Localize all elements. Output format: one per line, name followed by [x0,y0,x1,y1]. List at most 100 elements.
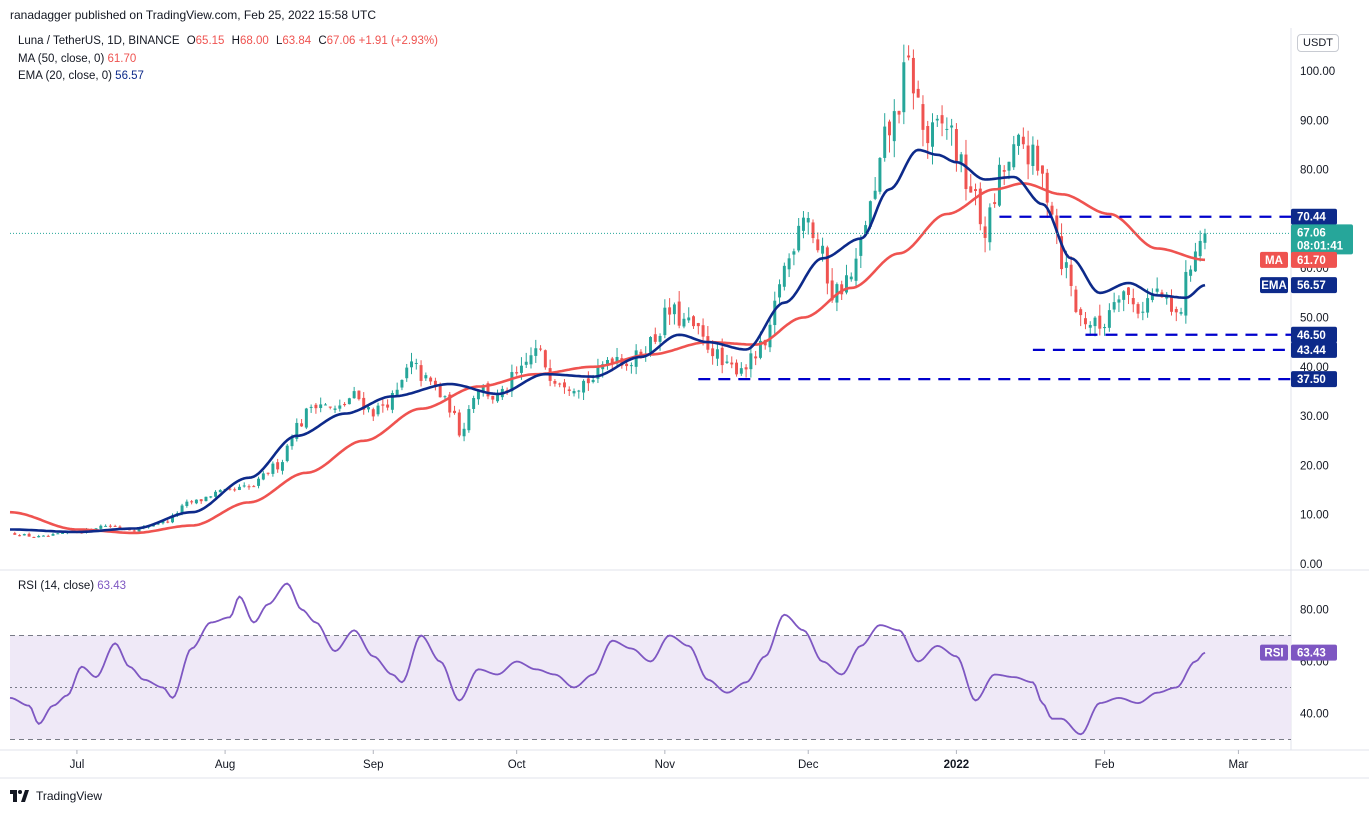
candle-body [821,245,825,254]
candle-body [309,406,313,408]
close-value: 67.06 [326,35,356,47]
level-tag-label: 43.44 [1297,345,1326,357]
ema-legend-label: EMA (20, close, 0) [18,70,112,82]
level-tag [1291,326,1337,343]
ma-legend-value: 61.70 [107,53,137,65]
candle-body [1155,288,1159,292]
candle-body [1017,134,1021,146]
candle [104,524,108,527]
candle [132,529,136,532]
candle-body [381,404,385,406]
candle [811,219,815,244]
candle-body [883,126,887,158]
candle-body [1093,317,1097,327]
candle-body [247,486,251,488]
candle [725,354,729,364]
candle-body [472,397,476,409]
candle [22,533,26,536]
price-tick-label: 40.00 [1300,362,1329,374]
candle-body [892,111,896,142]
candle-body [367,407,370,410]
price-tick-label: 20.00 [1300,460,1329,472]
candle [825,245,829,295]
footer-brand: TradingView [10,789,102,803]
candle-body [969,186,973,193]
candle [1107,303,1111,332]
candle-body [228,488,232,490]
candle [233,487,237,492]
candle [510,364,514,398]
rsi-legend: RSI (14, close) 63.43 [18,580,126,592]
candle-body [214,491,218,497]
ema-name-text: EMA [1261,280,1287,292]
candle-body [897,110,901,115]
candle-body [715,349,719,359]
candle [46,534,50,537]
candle [252,485,256,488]
time-tick-label: Oct [508,759,527,771]
candle [462,422,466,442]
candle-body [687,317,691,321]
candle-body [1189,269,1193,276]
candle [424,372,428,381]
candle-body [864,225,868,236]
candle [433,377,437,391]
candle [1079,307,1083,327]
rsi-tick-label: 80.00 [1300,605,1329,617]
candle-body [931,122,934,147]
candle [706,326,710,354]
candle [888,119,891,153]
candle-body [328,406,332,408]
candle-body [453,410,457,414]
close-label: C [318,35,327,47]
candle [247,484,251,490]
candle-body [801,217,805,231]
candle-body [692,316,696,327]
candle-body [586,378,590,384]
candle-body [180,505,184,514]
rsi-legend-label: RSI (14, close) [18,580,95,592]
candle [873,177,877,201]
currency-button[interactable]: USDT [1297,34,1339,52]
candle [993,193,997,208]
candle-body [1184,271,1188,316]
candle [1040,165,1044,188]
candle [634,344,638,375]
candle [534,339,538,363]
candle [1184,260,1188,324]
candle [558,382,562,388]
candle-body [739,368,743,374]
candle-body [1050,205,1054,215]
candle-body [1031,144,1035,166]
candle [515,366,519,376]
candle [897,110,901,124]
candle-body [276,462,280,470]
candle [582,379,586,401]
candle-body [18,535,22,537]
candle-body [524,361,528,365]
candle [539,345,543,352]
time-tick-label: Mar [1229,759,1249,771]
candle-body [849,276,853,280]
candle-body [1127,287,1130,295]
level-tag-label: 46.50 [1297,330,1326,342]
candle-body [300,423,304,427]
candle-body [964,154,968,190]
level-tag [1291,341,1337,358]
candle-body [285,445,289,462]
publisher-line: ranadagger published on TradingView.com,… [10,8,377,22]
candle-body [1098,315,1102,329]
candle [261,471,265,481]
ma-name-tag [1260,251,1288,268]
candle [1031,136,1035,175]
candle-body [1060,236,1064,270]
candle-body [878,157,882,192]
last-price-tag [1291,224,1353,255]
candle-body [338,405,342,409]
candle [567,386,571,396]
candle [295,418,299,442]
candle-body [405,367,409,379]
candle-body [778,284,782,298]
candle [1069,256,1073,297]
